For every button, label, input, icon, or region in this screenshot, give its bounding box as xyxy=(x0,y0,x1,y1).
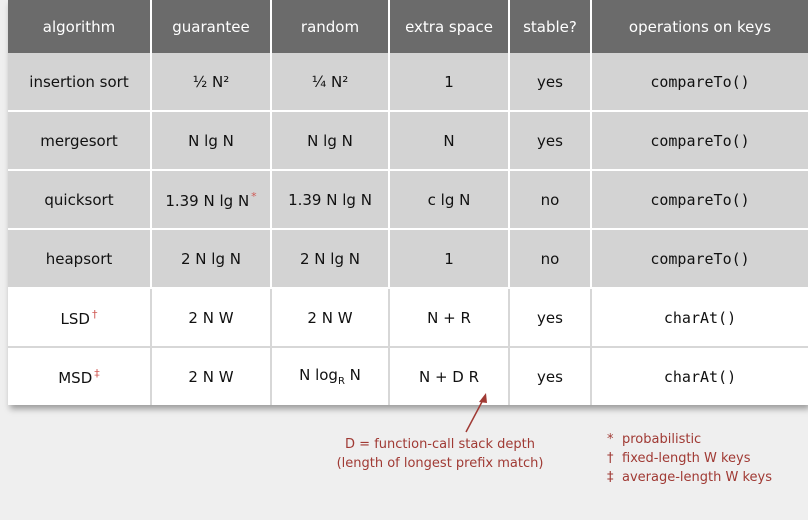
table-row-heapsort: heapsort 2 N lg N 2 N lg N 1 no compareT… xyxy=(8,229,808,289)
legend-row-average-length: ‡ average-length W keys xyxy=(607,468,772,487)
cell-extra-space: N + D R xyxy=(389,347,510,405)
cell-extra-space: N xyxy=(389,111,510,171)
table-row-msd: MSD ‡ 2 N W N logR N N + D R yes charAt() xyxy=(8,347,808,405)
cell-stable: no xyxy=(509,170,592,230)
cell-extra-space: 1 xyxy=(389,229,510,289)
guarantee-value: 1.39 N lg N xyxy=(165,191,250,210)
cell-extra-space: N + R xyxy=(389,288,510,348)
algorithm-value: LSD xyxy=(60,309,90,328)
table-row-quicksort: quicksort 1.39 N lg N * 1.39 N lg N c lg … xyxy=(8,170,808,230)
cell-algorithm: insertion sort xyxy=(8,53,152,112)
cell-random: 2 N lg N xyxy=(271,229,390,289)
cell-guarantee: 2 N W xyxy=(151,288,272,348)
cell-operations: compareTo() xyxy=(591,170,808,230)
cell-algorithm: heapsort xyxy=(8,229,152,289)
legend-text: fixed-length W keys xyxy=(622,451,751,466)
fixed-length-mark: † xyxy=(91,307,98,321)
cell-random: 1.39 N lg N xyxy=(271,170,390,230)
cell-algorithm: LSD † xyxy=(8,288,152,348)
cell-operations: compareTo() xyxy=(591,111,808,171)
cell-operations: charAt() xyxy=(591,347,808,405)
header-operations: operations on keys xyxy=(591,0,808,53)
sorting-comparison-table: algorithm guarantee random extra space s… xyxy=(8,0,808,405)
header-guarantee: guarantee xyxy=(151,0,272,53)
cell-guarantee: 2 N lg N xyxy=(151,229,272,289)
cell-random: 2 N W xyxy=(271,288,390,348)
legend-row-fixed-length: † fixed-length W keys xyxy=(607,449,772,468)
table-header-row: algorithm guarantee random extra space s… xyxy=(8,0,808,53)
stack-depth-annotation: D = function-call stack depth (length of… xyxy=(300,435,580,473)
legend-symbol: ‡ xyxy=(607,470,614,485)
cell-stable: no xyxy=(509,229,592,289)
table-row-lsd: LSD † 2 N W 2 N W N + R yes charAt() xyxy=(8,288,808,348)
cell-operations: compareTo() xyxy=(591,53,808,112)
cell-random: N lg N xyxy=(271,111,390,171)
cell-guarantee: 2 N W xyxy=(151,347,272,405)
algorithm-value: MSD xyxy=(58,368,93,387)
header-stable: stable? xyxy=(509,0,592,53)
cell-guarantee: 1.39 N lg N * xyxy=(151,170,272,230)
cell-algorithm: MSD ‡ xyxy=(8,347,152,405)
legend-text: probabilistic xyxy=(622,432,702,447)
cell-stable: yes xyxy=(509,347,592,405)
cell-guarantee: ½ N² xyxy=(151,53,272,112)
header-extra-space: extra space xyxy=(389,0,510,53)
cell-algorithm: mergesort xyxy=(8,111,152,171)
cell-random: N logR N xyxy=(271,347,390,405)
random-subscript: R xyxy=(337,376,345,387)
footnote-legend: * probabilistic † fixed-length W keys ‡ ave… xyxy=(607,430,772,487)
annotation-line-2: (length of longest prefix match) xyxy=(336,456,544,471)
cell-extra-space: 1 xyxy=(389,53,510,112)
cell-stable: yes xyxy=(509,288,592,348)
legend-row-probabilistic: * probabilistic xyxy=(607,430,772,449)
annotation-line-1: D = function-call stack depth xyxy=(345,437,535,452)
cell-operations: compareTo() xyxy=(591,229,808,289)
header-random: random xyxy=(271,0,390,53)
table-row-mergesort: mergesort N lg N N lg N N yes compareTo(… xyxy=(8,111,808,171)
cell-algorithm: quicksort xyxy=(8,170,152,230)
cell-stable: yes xyxy=(509,111,592,171)
cell-random: ¼ N² xyxy=(271,53,390,112)
probabilistic-mark: * xyxy=(251,189,257,203)
cell-stable: yes xyxy=(509,53,592,112)
cell-operations: charAt() xyxy=(591,288,808,348)
random-post: N xyxy=(344,366,361,384)
table-row-insertion-sort: insertion sort ½ N² ¼ N² 1 yes compareTo… xyxy=(8,53,808,112)
header-algorithm: algorithm xyxy=(8,0,152,53)
average-length-mark: ‡ xyxy=(94,366,100,380)
random-pre: N log xyxy=(299,366,338,384)
legend-symbol: * xyxy=(607,432,614,447)
cell-guarantee: N lg N xyxy=(151,111,272,171)
cell-extra-space: c lg N xyxy=(389,170,510,230)
legend-symbol: † xyxy=(607,451,614,466)
legend-text: average-length W keys xyxy=(622,470,772,485)
